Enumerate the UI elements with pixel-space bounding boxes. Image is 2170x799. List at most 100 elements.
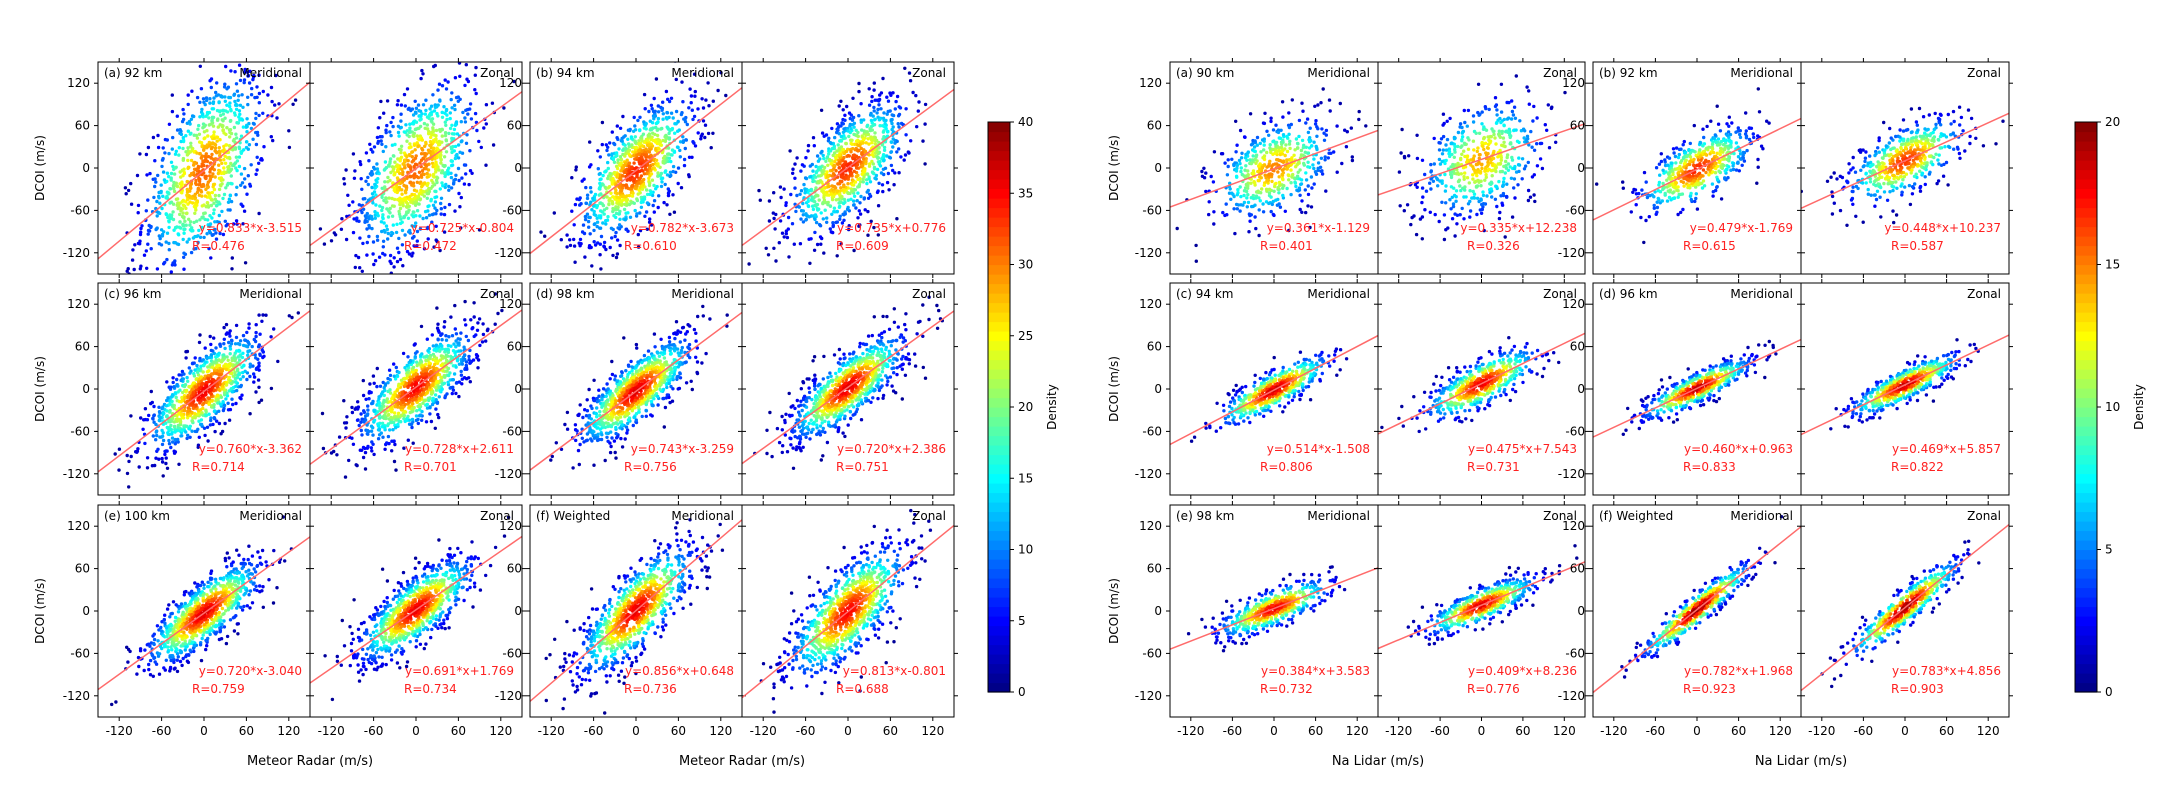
scatter-point: [656, 146, 660, 150]
scatter-point: [838, 214, 842, 218]
scatter-point: [806, 204, 810, 208]
scatter-point: [234, 193, 238, 197]
scatter-point: [855, 166, 859, 170]
scatter-point: [806, 143, 811, 148]
scatter-point: [662, 200, 666, 205]
scatter-point: [185, 153, 190, 157]
scatter-point: [454, 339, 458, 343]
scatter-point: [559, 238, 563, 242]
scatter-point: [809, 198, 813, 202]
scatter-point: [190, 226, 194, 230]
scatter-point: [399, 112, 403, 116]
y-tick-label: 0: [82, 161, 90, 175]
scatter-point: [196, 443, 201, 447]
scatter-point: [885, 154, 889, 158]
scatter-point: [219, 395, 224, 399]
scatter-point: [578, 244, 582, 248]
scatter-point: [134, 450, 138, 454]
scatter-point: [448, 47, 451, 50]
scatter-point: [230, 256, 234, 260]
scatter-point: [457, 191, 461, 196]
scatter-point: [218, 342, 222, 346]
scatter-point: [430, 402, 435, 407]
scatter-point: [209, 167, 214, 171]
scatter-point: [630, 165, 634, 169]
scatter-point: [757, 188, 761, 193]
scatter-point: [125, 471, 130, 476]
scatter-point: [208, 97, 212, 101]
scatter-point: [160, 434, 165, 438]
scatter-point: [157, 457, 161, 461]
scatter-point: [181, 224, 186, 228]
scatter-point: [441, 184, 445, 188]
scatter-point: [191, 416, 195, 420]
scatter-point: [849, 127, 853, 131]
scatter-point: [448, 116, 452, 121]
scatter-point: [184, 356, 188, 360]
scatter-point: [866, 196, 871, 200]
scatter-point: [879, 107, 883, 111]
scatter-point: [825, 193, 829, 197]
scatter-point: [699, 137, 703, 141]
scatter-point: [870, 95, 874, 99]
scatter-point: [877, 103, 881, 107]
scatter-point: [434, 189, 438, 194]
scatter-point: [453, 144, 458, 149]
scatter-point: [237, 115, 241, 119]
scatter-point: [226, 401, 230, 405]
scatter-point: [882, 111, 886, 115]
scatter-point: [164, 240, 168, 244]
scatter-point: [257, 101, 261, 105]
scatter-point: [389, 271, 393, 274]
scatter-point: [135, 173, 140, 178]
scatter-point: [206, 396, 211, 401]
scatter-point: [438, 187, 442, 191]
scatter-points: [123, 63, 298, 274]
scatter-point: [852, 125, 856, 129]
scatter-point: [798, 242, 803, 246]
scatter-point: [185, 375, 189, 380]
scatter-point: [570, 176, 574, 180]
scatter-point: [784, 203, 788, 208]
scatter-point: [222, 357, 226, 361]
scatter-point: [180, 395, 184, 400]
scatter-point: [642, 92, 647, 97]
scatter-point: [450, 163, 455, 167]
scatter-point: [221, 124, 225, 128]
scatter-point: [400, 220, 404, 224]
scatter-point: [829, 162, 833, 166]
scatter-point: [415, 163, 419, 167]
scatter-point: [185, 240, 189, 244]
scatter-point: [464, 323, 468, 327]
scatter-point: [257, 361, 261, 365]
scatter-point: [851, 147, 855, 151]
scatter-point: [364, 179, 368, 183]
scatter-point: [890, 121, 894, 126]
scatter-point: [375, 238, 380, 242]
scatter-point: [155, 267, 160, 271]
scatter-point: [443, 320, 447, 324]
scatter-point: [250, 86, 254, 91]
scatter-point: [902, 158, 906, 162]
scatter-point: [198, 152, 202, 156]
scatter-point: [648, 217, 652, 221]
scatter-point: [386, 180, 390, 184]
scatter-point: [383, 180, 387, 184]
scatter-point: [454, 120, 459, 124]
scatter-point: [243, 177, 247, 181]
scatter-point: [610, 236, 614, 240]
scatter-point: [473, 88, 477, 92]
scatter-point: [412, 193, 417, 197]
scatter-point: [673, 131, 677, 135]
scatter-point: [872, 105, 876, 110]
scatter-point: [806, 149, 810, 153]
scatter-point: [616, 205, 620, 209]
scatter-point: [259, 398, 264, 402]
scatter-point: [187, 194, 192, 199]
scatter-point: [404, 123, 408, 127]
scatter-point: [421, 103, 426, 107]
scatter-point: [839, 242, 843, 246]
scatter-point: [801, 209, 805, 213]
scatter-point: [880, 124, 885, 128]
scatter-point: [198, 333, 202, 337]
